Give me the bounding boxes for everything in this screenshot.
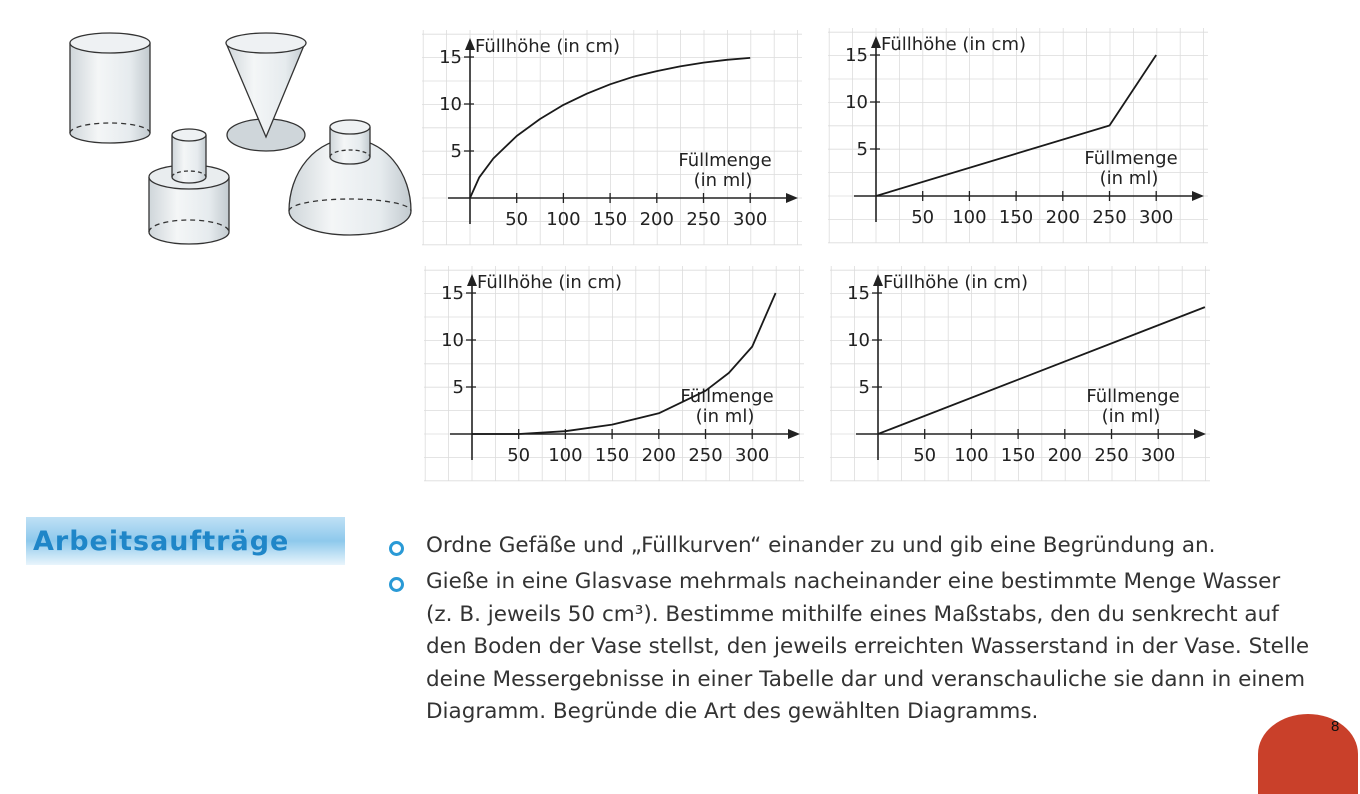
- x-axis-label-line: (in ml): [1102, 406, 1161, 427]
- x-tick-label: 50: [913, 445, 936, 466]
- task-text: Ordne Gefäße und „Füllkurven“ einander z…: [426, 533, 1216, 558]
- x-tick-label: 100: [954, 445, 988, 466]
- y-axis-label: Füllhöhe (in cm): [475, 36, 620, 57]
- fill-curve-line: [469, 57, 751, 199]
- x-tick-label: 100: [952, 207, 986, 228]
- x-tick-label: 200: [1046, 207, 1080, 228]
- dome-vessel: [288, 119, 412, 236]
- x-axis-arrow-icon: [1192, 191, 1204, 201]
- y-tick-label: 5: [451, 141, 462, 162]
- y-tick-label: 15: [847, 283, 870, 304]
- fill-curve-line: [875, 54, 1157, 197]
- grid: [828, 28, 1208, 244]
- y-axis-label: Füllhöhe (in cm): [477, 272, 622, 293]
- y-tick-label: 15: [845, 45, 868, 66]
- y-tick-label: 10: [441, 330, 464, 351]
- chart-fill-curve-a: 50 100 150 200 250 300 5 10 15 Füllhöhe (in cm) Fü…: [422, 30, 802, 246]
- x-tick-label: 150: [1001, 445, 1035, 466]
- stepped-cylinder-vessel: [148, 128, 230, 245]
- fill-curve-line: [472, 292, 777, 435]
- y-axis-label: Füllhöhe (in cm): [883, 272, 1028, 293]
- x-tick-label: 300: [1139, 207, 1173, 228]
- y-tick-label: 5: [453, 377, 464, 398]
- y-tick-label: 5: [859, 377, 870, 398]
- x-axis-label-line: Füllmenge: [678, 150, 771, 171]
- x-tick-label: 50: [505, 209, 528, 230]
- y-axis-arrow-icon: [467, 274, 477, 286]
- task-text: Gieße in eine Glasvase mehrmals nacheina…: [426, 569, 1310, 724]
- x-axis-label-line: Füllmenge: [1084, 148, 1177, 169]
- x-tick-label: 250: [1094, 445, 1128, 466]
- x-tick-label: 150: [595, 445, 629, 466]
- x-tick-label: 250: [1092, 207, 1126, 228]
- x-tick-label: 100: [546, 209, 580, 230]
- x-tick-label: 250: [688, 445, 722, 466]
- y-axis-arrow-icon: [465, 38, 475, 50]
- x-tick-label: 50: [911, 207, 934, 228]
- grid: [830, 266, 1210, 482]
- x-tick-label: 200: [1048, 445, 1082, 466]
- chart-fill-curve-c: 50 100 150 200 250 300 5 10 15 Füllhöhe (in cm) Fü…: [424, 266, 804, 482]
- x-tick-label: 250: [686, 209, 720, 230]
- x-axis-label-line: (in ml): [1100, 168, 1159, 189]
- section-heading: Arbeitsaufträge: [26, 517, 345, 565]
- chart-fill-curve-b: 50 100 150 200 250 300 5 10 15 Füllhöhe (in cm) Fü…: [828, 28, 1208, 244]
- x-tick-label: 150: [999, 207, 1033, 228]
- y-tick-label: 10: [845, 92, 868, 113]
- fill-curve-line: [877, 306, 1206, 435]
- x-tick-label: 300: [1141, 445, 1175, 466]
- y-tick-label: 10: [847, 330, 870, 351]
- x-tick-label: 200: [642, 445, 676, 466]
- bullet-icon: [389, 577, 404, 592]
- y-axis-arrow-icon: [873, 274, 883, 286]
- x-tick-label: 300: [735, 445, 769, 466]
- vessels-illustration: [69, 32, 412, 245]
- bullet-icon: [389, 541, 404, 556]
- chart-fill-curve-d: 50 100 150 200 250 300 5 10 15 Füllhöhe (in cm) Fü…: [830, 266, 1210, 482]
- cone-vessel: [225, 32, 307, 152]
- y-tick-label: 10: [439, 94, 462, 115]
- section-heading-text: Arbeitsaufträge: [33, 526, 290, 557]
- x-axis-arrow-icon: [1194, 429, 1206, 439]
- corner-photo-fragment: [1258, 714, 1358, 794]
- x-axis-label-line: (in ml): [694, 170, 753, 191]
- page-corner-mark: 8: [1331, 718, 1340, 735]
- x-tick-label: 100: [548, 445, 582, 466]
- x-axis-label-line: Füllmenge: [1086, 386, 1179, 407]
- y-tick-label: 5: [857, 139, 868, 160]
- y-axis-arrow-icon: [871, 36, 881, 48]
- cylinder-vessel: [69, 32, 151, 144]
- y-tick-label: 15: [441, 283, 464, 304]
- x-axis-arrow-icon: [788, 429, 800, 439]
- x-tick-label: 150: [593, 209, 627, 230]
- x-axis-arrow-icon: [786, 193, 798, 203]
- x-tick-label: 300: [733, 209, 767, 230]
- y-axis-label: Füllhöhe (in cm): [881, 34, 1026, 55]
- x-tick-label: 50: [507, 445, 530, 466]
- x-axis-label-line: (in ml): [696, 406, 755, 427]
- x-tick-label: 200: [640, 209, 674, 230]
- y-tick-label: 15: [439, 47, 462, 68]
